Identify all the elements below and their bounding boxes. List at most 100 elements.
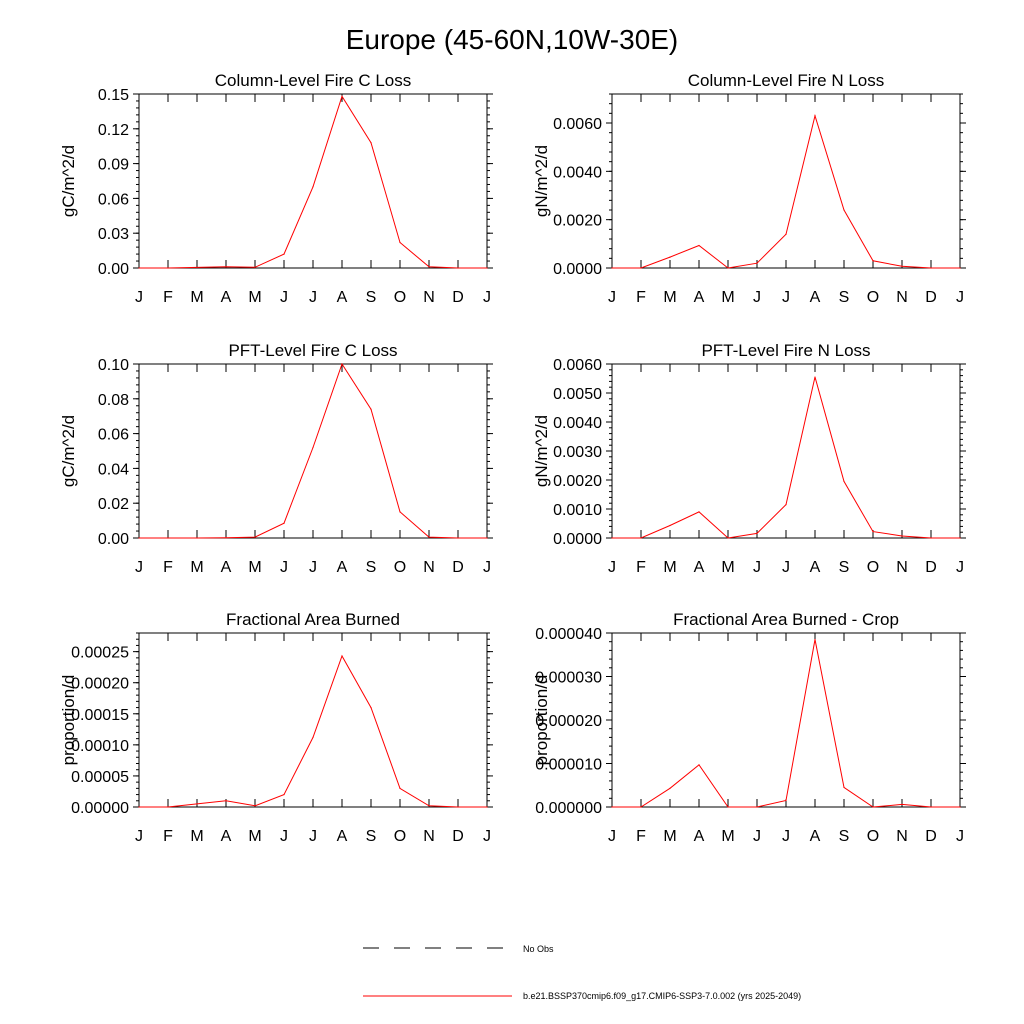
data-point: [167, 537, 169, 539]
x-tick-label: O: [867, 828, 879, 845]
x-tick-label: A: [694, 828, 705, 845]
data-point: [814, 638, 816, 641]
y-tick-label: 0.0020: [553, 473, 602, 490]
x-tick-label: S: [366, 289, 377, 306]
y-axis-label: gC/m^2/d: [59, 145, 78, 217]
y-tick-label: 0.0060: [553, 116, 602, 133]
legend-model-label: b.e21.BSSP370cmip6.f09_g17.CMIP6-SSP3-7.…: [523, 991, 801, 1001]
data-point: [225, 266, 227, 268]
data-point: [843, 480, 845, 483]
y-tick-label: 0.000000: [535, 800, 602, 817]
data-point: [196, 537, 198, 539]
series-line: [139, 362, 487, 539]
x-tick-label: J: [280, 559, 288, 576]
data-point: [486, 806, 488, 808]
y-tick-label: 0.09: [98, 157, 129, 174]
y-tick-label: 0.0000: [553, 261, 602, 278]
data-point: [283, 793, 285, 796]
x-tick-label: A: [221, 559, 232, 576]
data-point: [196, 266, 198, 269]
y-tick-label: 0.10: [98, 357, 129, 374]
x-tick-label: A: [337, 289, 348, 306]
data-point: [225, 537, 227, 539]
y-axis-label: proportion/d: [59, 675, 78, 766]
data-point: [486, 267, 488, 269]
x-tick-label: F: [636, 559, 646, 576]
chart-title: PFT-Level Fire C Loss: [228, 341, 397, 360]
x-tick-label: M: [248, 289, 261, 306]
plot-frame: [611, 363, 961, 539]
x-tick-label: J: [956, 559, 964, 576]
x-tick-label: D: [452, 828, 464, 845]
x-tick-label: J: [782, 559, 790, 576]
data-point: [167, 806, 169, 808]
y-tick-label: 0.0020: [553, 213, 602, 230]
data-point: [370, 408, 372, 410]
x-tick-label: M: [190, 828, 203, 845]
data-point: [611, 806, 613, 808]
data-point: [341, 363, 343, 365]
data-point: [611, 537, 613, 539]
x-tick-label: O: [394, 289, 406, 306]
series-line: [139, 654, 487, 808]
x-tick-label: A: [221, 828, 232, 845]
chart-title: PFT-Level Fire N Loss: [701, 341, 870, 360]
y-tick-label: 0.0000: [553, 531, 602, 548]
chart-title: Column-Level Fire C Loss: [215, 71, 412, 90]
data-point: [312, 446, 314, 449]
x-tick-label: J: [135, 289, 143, 306]
series-line: [612, 113, 960, 269]
x-tick-label: J: [135, 559, 143, 576]
data-point: [399, 241, 401, 244]
x-tick-label: M: [248, 559, 261, 576]
x-tick-label: F: [163, 289, 173, 306]
x-tick-label: J: [135, 828, 143, 845]
data-point: [254, 805, 256, 807]
data-point: [640, 267, 642, 269]
x-tick-label: M: [721, 289, 734, 306]
y-tick-label: 0.00020: [71, 676, 129, 693]
data-point: [727, 537, 729, 539]
data-point: [814, 115, 816, 117]
data-point: [225, 800, 227, 802]
x-tick-label: N: [896, 289, 908, 306]
x-tick-label: M: [663, 289, 676, 306]
data-point: [698, 764, 700, 766]
x-tick-label: S: [839, 289, 850, 306]
x-tick-label: S: [839, 828, 850, 845]
data-point: [428, 805, 430, 807]
x-tick-label: N: [423, 559, 435, 576]
data-point: [254, 536, 256, 538]
data-point: [138, 267, 140, 269]
data-point: [428, 266, 430, 268]
x-tick-label: J: [608, 289, 616, 306]
x-tick-label: J: [309, 289, 317, 306]
y-tick-label: 0.04: [98, 461, 129, 478]
data-point: [698, 244, 700, 247]
y-tick-label: 0.0060: [553, 357, 602, 374]
y-axis-label: proportion/d: [532, 675, 551, 766]
data-point: [428, 536, 430, 538]
x-tick-label: F: [636, 828, 646, 845]
data-point: [486, 537, 488, 539]
y-tick-label: 0.06: [98, 427, 129, 444]
x-tick-label: A: [810, 559, 821, 576]
chart-title: Fractional Area Burned - Crop: [673, 610, 899, 629]
x-tick-label: A: [694, 289, 705, 306]
y-tick-label: 0.00: [98, 261, 129, 278]
y-tick-label: 0.00005: [71, 769, 129, 786]
x-tick-label: A: [221, 289, 232, 306]
data-point: [457, 537, 459, 539]
series-line: [612, 639, 960, 808]
data-point: [785, 799, 787, 802]
legend-obs-label: No Obs: [523, 944, 554, 954]
chart-title: Column-Level Fire N Loss: [688, 71, 885, 90]
data-point: [814, 376, 816, 378]
x-tick-label: M: [190, 289, 203, 306]
data-point: [341, 95, 343, 97]
data-point: [785, 233, 787, 235]
y-tick-label: 0.0040: [553, 415, 602, 432]
y-axis-label: gN/m^2/d: [532, 145, 551, 217]
chart-panel-6: Fractional Area Burned - Crop proportion/…: [532, 610, 966, 845]
